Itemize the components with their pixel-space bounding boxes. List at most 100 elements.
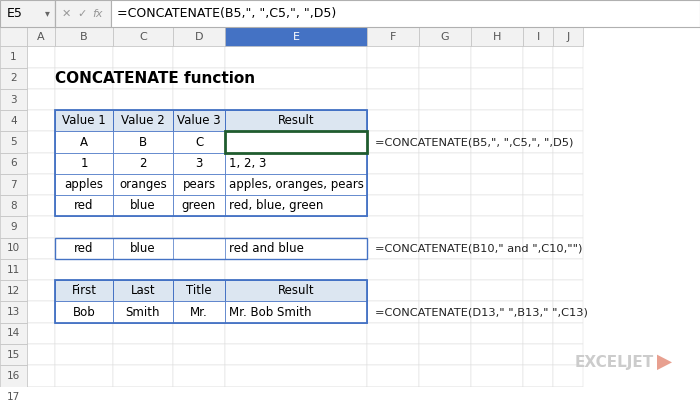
Text: 3: 3 [195,157,203,170]
Bar [0,323,27,344]
Bar [173,302,225,323]
Text: red, blue, green: red, blue, green [229,199,323,212]
Text: red: red [74,199,94,212]
Bar [225,386,367,400]
Text: 10: 10 [7,243,20,253]
Text: H: H [493,32,501,42]
Bar [55,280,113,302]
Text: 15: 15 [7,350,20,360]
Bar [113,259,173,280]
Text: 3: 3 [10,94,17,104]
Bar [471,386,523,400]
Bar [471,302,523,323]
Bar [173,174,225,195]
Bar [419,365,471,386]
Bar [113,174,173,195]
Bar [523,27,553,46]
Bar [0,46,27,68]
Bar [471,110,523,132]
Bar [225,302,367,323]
Text: ✕: ✕ [62,8,71,18]
Bar [523,344,553,365]
Bar [419,216,471,238]
Text: Value 3: Value 3 [177,114,220,127]
Bar [55,153,113,174]
Bar [111,0,700,27]
Bar [225,110,367,132]
Bar [471,132,523,153]
Bar [55,195,113,216]
Bar [523,302,553,323]
Text: Last: Last [131,284,155,297]
Text: First: First [71,284,97,297]
Bar [173,174,225,195]
Bar [113,302,173,323]
Bar [471,153,523,174]
Bar [225,344,367,365]
Bar [55,238,113,259]
Bar [55,110,367,216]
Bar [173,153,225,174]
Bar [27,302,55,323]
Text: ▾: ▾ [45,8,50,18]
Bar [55,110,113,132]
Bar [367,259,419,280]
Bar [113,110,173,132]
Bar [553,216,583,238]
Bar [367,302,419,323]
Bar [0,238,27,259]
Polygon shape [657,355,672,370]
Bar [523,238,553,259]
Bar [0,280,27,302]
Bar [471,46,523,68]
Bar [225,46,367,68]
Bar [0,344,27,365]
Bar [225,27,367,46]
Bar [27,195,55,216]
Bar [419,386,471,400]
Bar [523,323,553,344]
Text: 4: 4 [10,116,17,126]
Bar [27,174,55,195]
Text: Result: Result [278,284,314,297]
Bar [113,153,173,174]
Bar [0,386,27,400]
Bar [113,280,173,302]
Bar [113,280,173,302]
Text: Mr. Bob Smith: Mr. Bob Smith [229,306,312,319]
Text: Value 1: Value 1 [62,114,106,127]
Text: Mr.: Mr. [190,306,208,319]
Bar [113,132,173,153]
Text: 14: 14 [7,328,20,338]
Bar [523,195,553,216]
Text: red and blue: red and blue [229,242,304,255]
Bar [471,238,523,259]
Text: 2: 2 [10,73,17,83]
Text: E5: E5 [7,7,23,20]
Bar [419,110,471,132]
Bar [419,344,471,365]
Bar [27,344,55,365]
Bar [173,386,225,400]
Bar [419,174,471,195]
Bar [173,110,225,132]
Bar [0,174,27,195]
Bar [471,365,523,386]
Bar [113,89,173,110]
Text: blue: blue [130,242,156,255]
Bar [553,195,583,216]
Bar [225,323,367,344]
Bar [0,365,27,386]
Bar [225,238,367,259]
Text: I: I [536,32,540,42]
Bar [55,68,113,89]
Bar [0,302,27,323]
Bar [27,132,55,153]
Bar [225,302,367,323]
Bar [367,365,419,386]
Bar [367,238,419,259]
Bar [113,132,173,153]
Bar [55,110,113,132]
Bar [27,110,55,132]
Text: ✓: ✓ [77,8,86,18]
